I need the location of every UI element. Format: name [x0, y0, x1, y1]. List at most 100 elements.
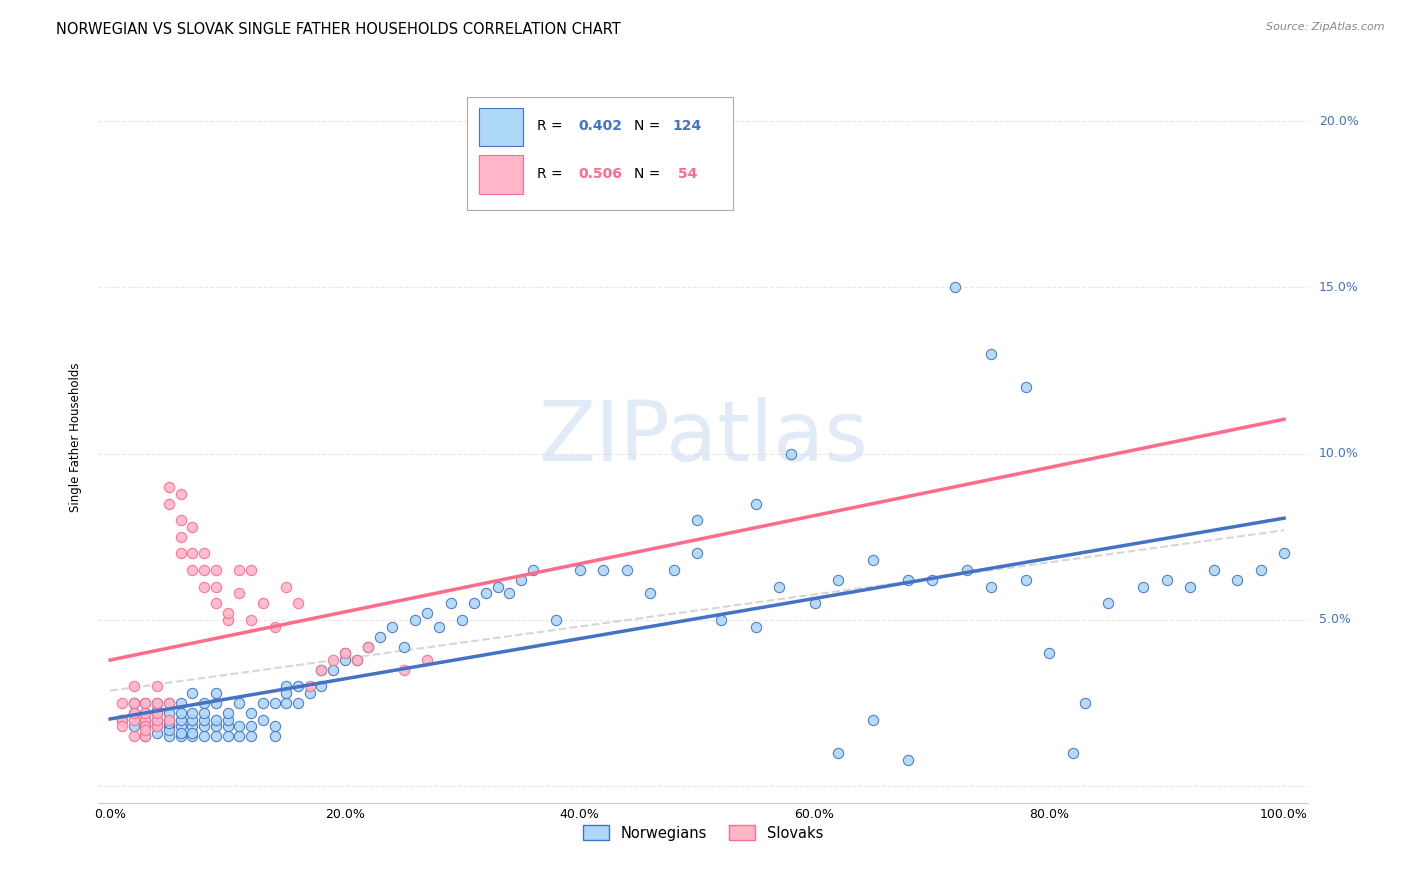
Point	[287, 680, 309, 694]
Point	[217, 713, 239, 727]
Point	[1250, 563, 1272, 577]
Text: 20.0%: 20.0%	[1319, 115, 1358, 128]
Point	[181, 729, 204, 743]
Point	[333, 646, 356, 660]
Point	[768, 580, 790, 594]
Point	[169, 486, 191, 500]
Point	[122, 706, 145, 720]
Point	[122, 706, 145, 720]
Point	[439, 596, 461, 610]
Point	[662, 563, 685, 577]
Point	[169, 726, 191, 740]
Point	[157, 723, 180, 737]
Point	[122, 729, 145, 743]
Text: 124: 124	[672, 120, 702, 133]
Point	[204, 563, 226, 577]
Point	[193, 706, 215, 720]
Point	[392, 640, 415, 654]
Text: 10.0%: 10.0%	[1319, 447, 1358, 460]
Point	[1226, 573, 1249, 587]
Point	[252, 696, 274, 710]
Point	[111, 713, 134, 727]
Point	[311, 663, 333, 677]
Point	[381, 619, 404, 633]
Point	[204, 596, 226, 610]
Point	[146, 706, 169, 720]
Point	[122, 696, 145, 710]
Point	[181, 686, 204, 700]
Point	[368, 630, 391, 644]
Text: 54: 54	[672, 167, 697, 181]
Point	[862, 553, 884, 567]
Point	[204, 719, 226, 733]
Text: R =: R =	[537, 120, 568, 133]
Point	[134, 696, 156, 710]
Point	[862, 713, 884, 727]
Point	[416, 607, 439, 621]
Point	[311, 680, 333, 694]
Point	[111, 719, 134, 733]
Point	[357, 640, 380, 654]
Point	[217, 607, 239, 621]
Point	[146, 713, 169, 727]
Point	[122, 680, 145, 694]
FancyBboxPatch shape	[467, 97, 734, 211]
Point	[921, 573, 943, 587]
Point	[134, 706, 156, 720]
Point	[146, 719, 169, 733]
Point	[498, 586, 520, 600]
Point	[193, 546, 215, 560]
Point	[181, 726, 204, 740]
Point	[287, 696, 309, 710]
Point	[745, 497, 768, 511]
Point	[522, 563, 544, 577]
Point	[980, 347, 1002, 361]
Point	[333, 653, 356, 667]
Point	[427, 619, 450, 633]
Point	[146, 680, 169, 694]
Point	[122, 713, 145, 727]
Point	[157, 696, 180, 710]
Point	[263, 729, 285, 743]
Point	[169, 546, 191, 560]
Point	[181, 546, 204, 560]
Point	[276, 696, 298, 710]
Point	[193, 696, 215, 710]
Text: Source: ZipAtlas.com: Source: ZipAtlas.com	[1267, 22, 1385, 32]
Point	[193, 729, 215, 743]
Point	[217, 719, 239, 733]
Point	[1202, 563, 1225, 577]
Point	[276, 580, 298, 594]
Point	[392, 663, 415, 677]
Point	[686, 546, 709, 560]
Point	[146, 726, 169, 740]
Point	[134, 696, 156, 710]
Point	[169, 706, 191, 720]
Point	[1180, 580, 1202, 594]
Point	[146, 719, 169, 733]
Point	[1015, 573, 1038, 587]
Point	[546, 613, 568, 627]
Point	[157, 719, 180, 733]
Point	[686, 513, 709, 527]
Point	[1156, 573, 1178, 587]
Point	[592, 563, 614, 577]
Point	[803, 596, 825, 610]
Point	[980, 580, 1002, 594]
Point	[463, 596, 485, 610]
Point	[204, 580, 226, 594]
Point	[287, 596, 309, 610]
Point	[897, 753, 920, 767]
Point	[181, 563, 204, 577]
Point	[333, 646, 356, 660]
Y-axis label: Single Father Households: Single Father Households	[69, 362, 83, 512]
Text: 15.0%: 15.0%	[1319, 281, 1358, 294]
Point	[228, 696, 250, 710]
Point	[638, 586, 661, 600]
Point	[134, 719, 156, 733]
Point	[169, 719, 191, 733]
Point	[193, 719, 215, 733]
Legend: Norwegians, Slovaks: Norwegians, Slovaks	[576, 820, 830, 847]
Point	[134, 713, 156, 727]
Point	[451, 613, 474, 627]
